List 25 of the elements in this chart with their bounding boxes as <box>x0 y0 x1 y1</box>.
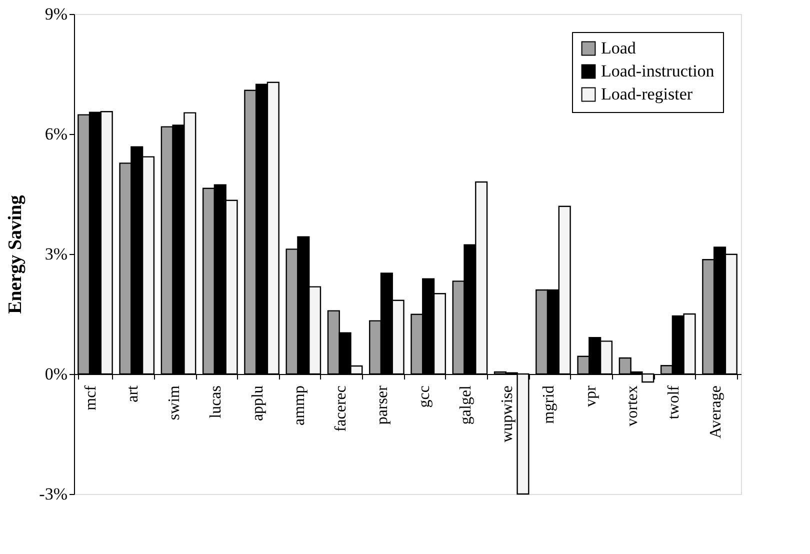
y-axis-title: Energy Saving <box>5 194 26 314</box>
x-tick-label: parser <box>374 384 392 425</box>
x-tick-label: applu <box>249 386 266 422</box>
y-tick-label: 3% <box>44 244 68 264</box>
x-tick-label: vortex <box>624 386 641 426</box>
y-tick-label: 0% <box>44 364 68 384</box>
x-tick-label: swim <box>166 384 184 420</box>
y-tick-label: 6% <box>44 124 68 144</box>
x-tick-label: lucas <box>208 386 225 418</box>
legend-label: Load-instruction <box>601 62 715 80</box>
x-tick-label: ammp <box>290 386 308 426</box>
x-tick-label: art <box>124 384 142 402</box>
legend-label: Load <box>601 38 636 58</box>
legend-label: Load-register <box>601 84 693 104</box>
x-tick-label: Average <box>707 386 724 438</box>
x-tick-label: mcf <box>82 384 100 410</box>
x-tick-label: mgrid <box>540 386 558 424</box>
x-tick-label: vpr <box>582 384 600 407</box>
x-tick-label: galgel <box>457 384 474 425</box>
x-tick-label: gcc <box>416 386 433 408</box>
y-tick-label: -3% <box>39 484 68 504</box>
y-tick-label: 9% <box>44 4 68 24</box>
x-tick-label: twolf <box>666 384 683 420</box>
x-tick-label: facerec <box>332 386 350 432</box>
x-tick-label: wupwise <box>499 386 516 442</box>
